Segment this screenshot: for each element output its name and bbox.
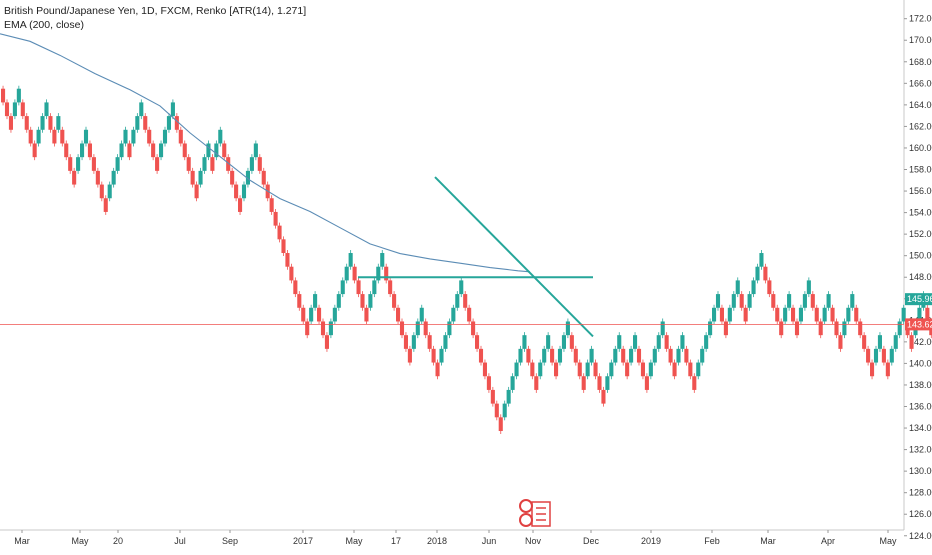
watermark-ring-top [519, 499, 533, 513]
drawings-layer [0, 176, 904, 338]
y-tick-label: 142.000 [909, 337, 932, 347]
ema-layer [0, 33, 531, 273]
x-tick-label: May [879, 536, 897, 546]
x-tick-label: 2019 [641, 536, 661, 546]
chart-legend: British Pound/Japanese Yen, 1D, FXCM, Re… [4, 4, 306, 32]
x-tick-label: 17 [391, 536, 401, 546]
y-tick-label: 140.000 [909, 358, 932, 368]
y-tick-label: 164.000 [909, 100, 932, 110]
x-tick-label: Jun [482, 536, 497, 546]
ema-200-line[interactable] [0, 33, 531, 273]
y-tick-label: 152.000 [909, 229, 932, 239]
y-tick-label: 128.000 [909, 488, 932, 498]
watermark-logo [519, 499, 551, 527]
renko-bricks-layer [1, 85, 932, 435]
y-tick-label: 170.000 [909, 35, 932, 45]
x-tick-label: Mar [760, 536, 776, 546]
y-tick-label: 124.000 [909, 531, 932, 541]
x-tick-label: Nov [525, 536, 542, 546]
x-tick-label: Jul [174, 536, 186, 546]
last-price-tag: 145.965 [907, 294, 932, 304]
x-tick-label: Sep [222, 536, 238, 546]
y-tick-label: 162.000 [909, 121, 932, 131]
watermark-ring-bottom [519, 513, 533, 527]
y-tick-label: 134.000 [909, 423, 932, 433]
x-tick-label: 2017 [293, 536, 313, 546]
y-tick-label: 136.000 [909, 402, 932, 412]
x-tick-label: Feb [704, 536, 720, 546]
x-tick-label: 2018 [427, 536, 447, 546]
x-tick-label: Apr [821, 536, 835, 546]
y-tick-label: 172.000 [909, 14, 932, 24]
y-tick-label: 158.000 [909, 165, 932, 175]
y-tick-label: 154.000 [909, 208, 932, 218]
y-tick-label: 166.000 [909, 78, 932, 88]
y-tick-label: 168.000 [909, 57, 932, 67]
y-tick-label: 148.000 [909, 272, 932, 282]
x-tick-label: Dec [583, 536, 600, 546]
line-price-tag: 143.623 [907, 319, 932, 329]
y-tick-label: 150.000 [909, 251, 932, 261]
last-price-tag-bg [905, 293, 932, 306]
x-tick-label: May [71, 536, 89, 546]
x-tick-label: Mar [14, 536, 30, 546]
y-tick-label: 160.000 [909, 143, 932, 153]
x-tick-label: 20 [113, 536, 123, 546]
y-tick-label: 126.000 [909, 509, 932, 519]
y-tick-label: 138.000 [909, 380, 932, 390]
descending-trendline[interactable] [434, 176, 594, 338]
symbol-title[interactable]: British Pound/Japanese Yen, 1D, FXCM, Re… [4, 5, 307, 17]
price-tags-layer: 145.965 143.623 [905, 293, 932, 331]
line-price-tag-bg [905, 318, 932, 331]
indicator-label[interactable]: EMA (200, close) [4, 19, 84, 31]
y-tick-label: 156.000 [909, 186, 932, 196]
watermark-box [531, 501, 551, 527]
y-tick-label: 130.000 [909, 466, 932, 476]
x-tick-label: May [345, 536, 363, 546]
y-tick-label: 132.000 [909, 445, 932, 455]
